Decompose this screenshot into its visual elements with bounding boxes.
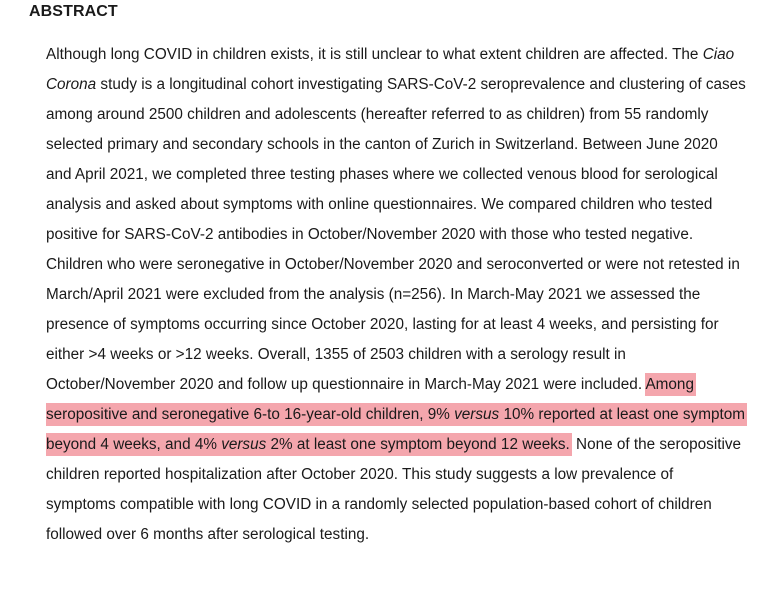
highlight-text-1: Among seropositive and seronegative 6-to… xyxy=(46,376,694,423)
section-heading: ABSTRACT xyxy=(29,3,118,20)
highlight-text-3: 2% at least one symptom beyond 12 weeks. xyxy=(266,436,570,453)
highlight-text-2: 10% reported at least one symptom beyond… xyxy=(46,406,745,453)
abstract-text-part-3: None of the seropositive children report… xyxy=(46,436,742,543)
study-name: Ciao Corona xyxy=(46,46,735,93)
versus-italic-2: versus xyxy=(221,436,267,453)
versus-italic-1: versus xyxy=(454,406,500,423)
abstract-text-part-1: Although long COVID in children exists, … xyxy=(46,46,703,63)
abstract-paragraph: Although long COVID in children exists, … xyxy=(46,40,747,550)
abstract-text-part-2: study is a longitudinal cohort investiga… xyxy=(46,76,746,393)
